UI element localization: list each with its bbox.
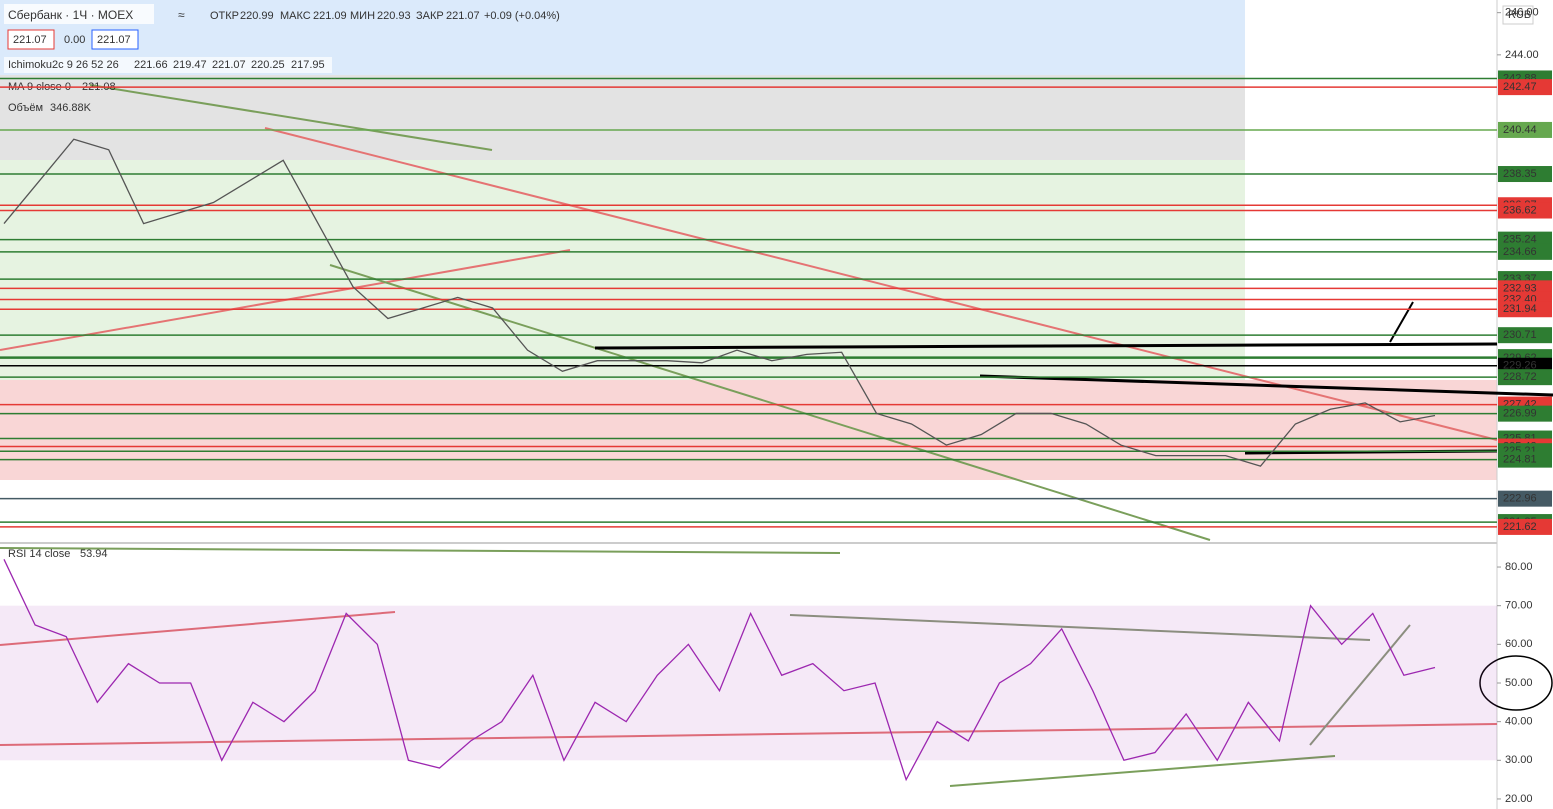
box-text: 221.07 bbox=[13, 34, 47, 46]
level-tag bbox=[1498, 490, 1552, 507]
y-tick-label: 30.00 bbox=[1505, 754, 1533, 766]
y-tick-label: 60.00 bbox=[1505, 638, 1533, 650]
level-tag bbox=[1498, 79, 1552, 96]
indicator-value: 221.07 bbox=[212, 59, 246, 71]
zone bbox=[0, 160, 1245, 380]
label: МАКС bbox=[280, 10, 311, 22]
y-tick-label: 70.00 bbox=[1505, 600, 1533, 612]
y-tick-label: 20.00 bbox=[1505, 793, 1533, 805]
zone bbox=[0, 75, 1245, 160]
y-tick-label: 246.00 bbox=[1505, 7, 1539, 19]
level-label: 235.24 bbox=[1503, 234, 1537, 246]
level-tag bbox=[1498, 231, 1552, 248]
level-tag bbox=[1498, 121, 1552, 138]
box-text: 0.00 bbox=[64, 34, 85, 46]
level-label: 224.81 bbox=[1503, 454, 1537, 466]
level-tag bbox=[1498, 369, 1552, 386]
value: 221.07 bbox=[446, 10, 480, 22]
level-label: 234.66 bbox=[1503, 246, 1537, 258]
level-tag bbox=[1498, 301, 1552, 318]
legend-bg bbox=[4, 57, 332, 73]
level-label: 231.94 bbox=[1503, 303, 1537, 315]
series-line bbox=[3, 559, 1436, 782]
level-tag bbox=[1498, 518, 1552, 535]
level-label: 242.47 bbox=[1503, 81, 1537, 93]
series-line bbox=[3, 138, 1436, 467]
value: 220.99 bbox=[240, 10, 274, 22]
label: МИН bbox=[350, 10, 375, 22]
change: +0.09 (+0.04%) bbox=[484, 10, 560, 22]
indicator: Объём bbox=[8, 102, 43, 114]
rsi-value: 53.94 bbox=[80, 548, 108, 560]
label: ОТКР bbox=[210, 10, 239, 22]
indicator-value: 346.88K bbox=[50, 102, 92, 114]
header-bg bbox=[4, 4, 154, 24]
y-tick-label: 40.00 bbox=[1505, 716, 1533, 728]
level-label: 222.96 bbox=[1503, 493, 1537, 505]
indicator: Ichimoku2c 9 26 52 26 bbox=[8, 59, 119, 71]
level-tag bbox=[1498, 243, 1552, 260]
y-tick-label: 50.00 bbox=[1505, 677, 1533, 689]
level-label: 229.26 bbox=[1503, 360, 1537, 372]
menu-icon[interactable]: ≈ bbox=[178, 8, 185, 22]
y-tick-label: 244.00 bbox=[1505, 49, 1539, 61]
label: ЗАКР bbox=[416, 10, 444, 22]
box-text: 221.07 bbox=[97, 34, 131, 46]
y-tick-label: 80.00 bbox=[1505, 561, 1533, 573]
value: 220.93 bbox=[377, 10, 411, 22]
level-label: 238.35 bbox=[1503, 168, 1537, 180]
level-tag bbox=[1498, 451, 1552, 468]
level-label: 240.44 bbox=[1503, 124, 1537, 136]
box[interactable] bbox=[91, 29, 139, 50]
currency-box[interactable] bbox=[1502, 5, 1534, 25]
indicator-value: 219.47 bbox=[173, 59, 207, 71]
annotation-circle bbox=[1479, 655, 1553, 711]
level-tag bbox=[1498, 166, 1552, 183]
level-tag bbox=[1498, 327, 1552, 344]
rsi-band bbox=[0, 605, 1497, 761]
level-label: 230.71 bbox=[1503, 329, 1537, 341]
indicator-value: 221.66 bbox=[134, 59, 168, 71]
symbol: Сбербанк · 1Ч · MOEX bbox=[8, 8, 133, 22]
box[interactable] bbox=[7, 29, 55, 50]
indicator-value: 220.25 bbox=[251, 59, 285, 71]
level-label: 232.93 bbox=[1503, 282, 1537, 294]
indicator-value: 217.95 bbox=[291, 59, 325, 71]
level-label: 226.99 bbox=[1503, 408, 1537, 420]
value: 221.09 bbox=[313, 10, 347, 22]
level-label: 221.62 bbox=[1503, 521, 1537, 533]
level-label: 236.62 bbox=[1503, 204, 1537, 216]
currency: RUB bbox=[1508, 9, 1531, 21]
level-tag bbox=[1498, 405, 1552, 422]
rsi-title: RSI 14 close bbox=[8, 548, 70, 560]
level-tag bbox=[1498, 202, 1552, 219]
level-label: 228.72 bbox=[1503, 371, 1537, 383]
